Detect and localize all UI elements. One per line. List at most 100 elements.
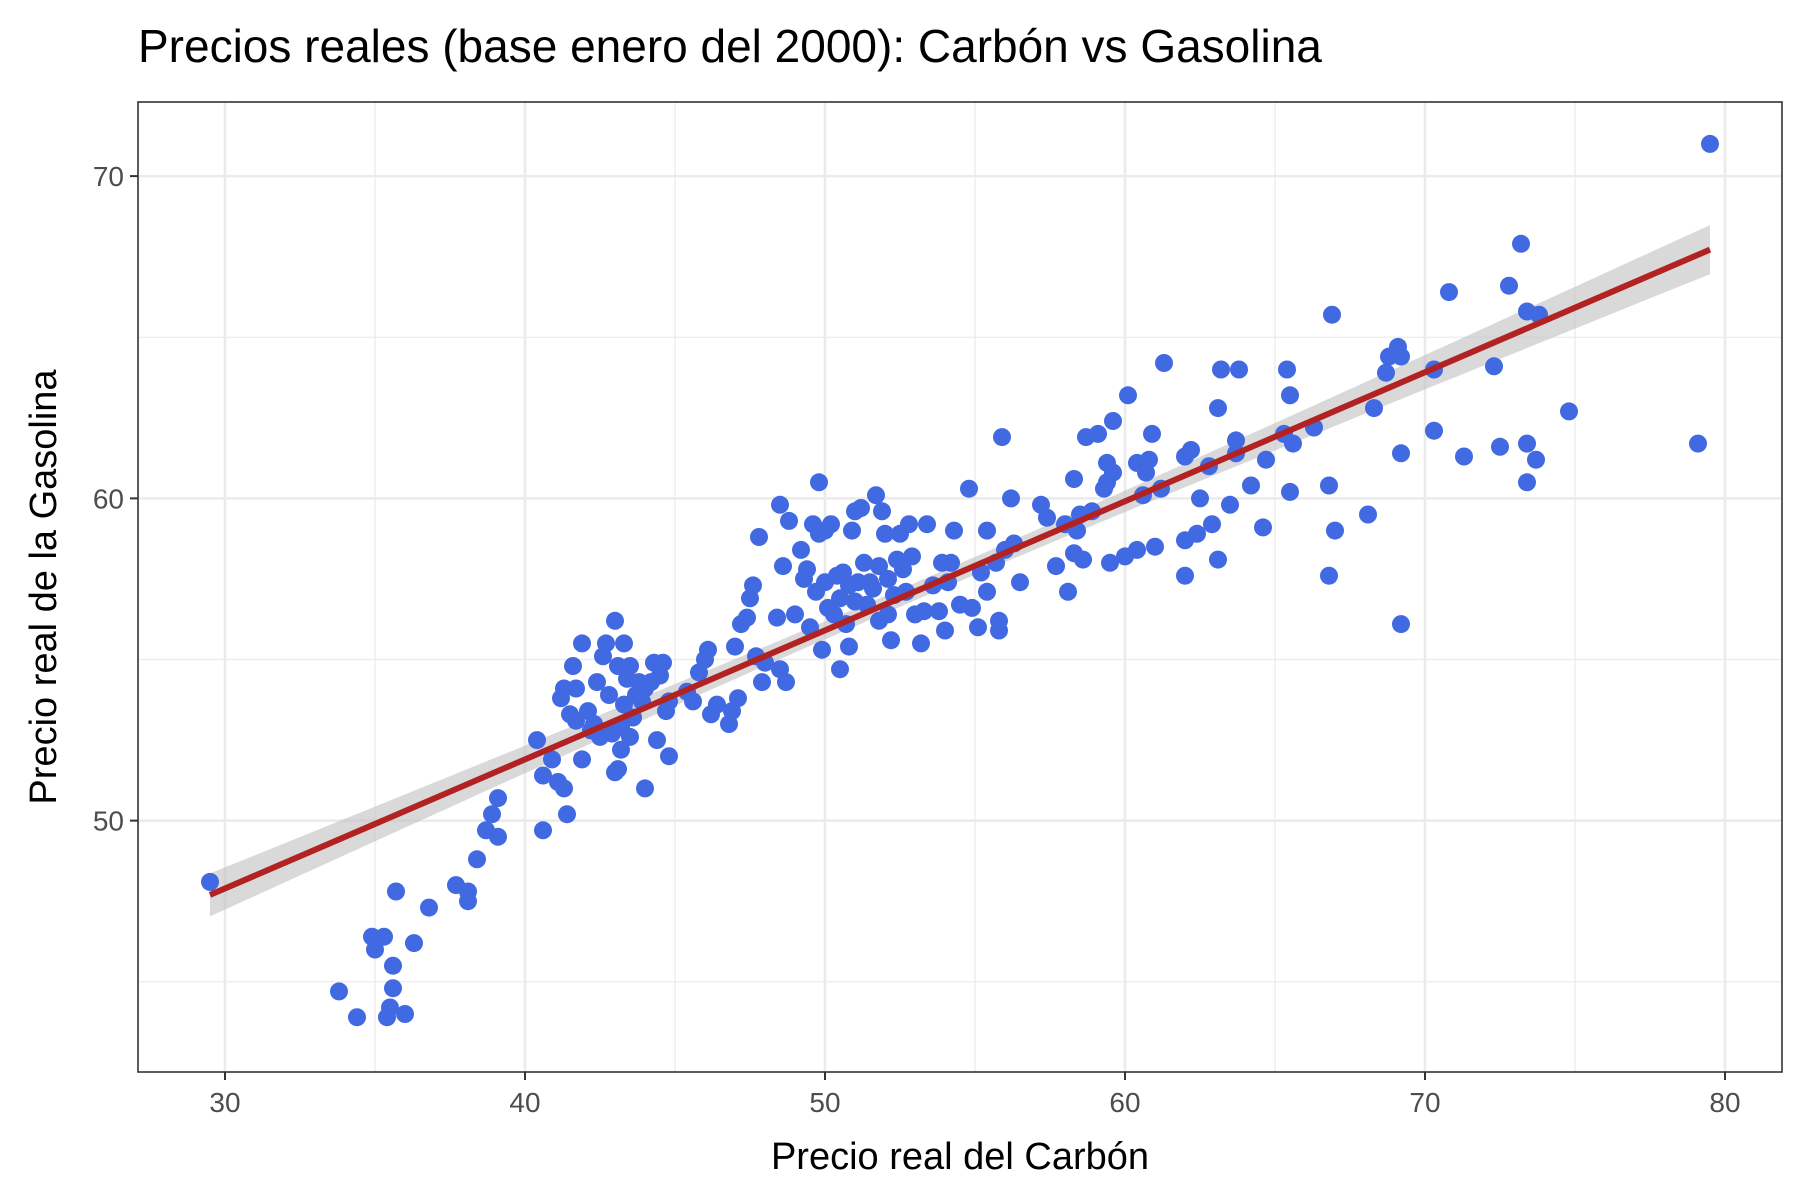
data-point — [366, 940, 384, 959]
data-point — [567, 711, 585, 730]
data-point — [1500, 276, 1518, 295]
data-point — [792, 540, 810, 559]
data-point — [384, 956, 402, 975]
data-point — [1059, 582, 1077, 601]
data-point — [1242, 476, 1260, 495]
data-point — [864, 579, 882, 598]
data-point — [564, 657, 582, 675]
data-point — [1527, 450, 1545, 469]
data-point — [798, 560, 816, 579]
data-point — [753, 673, 771, 692]
data-point — [918, 515, 936, 534]
data-point — [558, 805, 576, 824]
data-point — [978, 521, 996, 540]
data-point — [1119, 386, 1137, 405]
data-point — [528, 731, 546, 750]
data-point — [771, 495, 789, 514]
y-axis-title: Precio real de la Gasolina — [23, 369, 65, 805]
data-point — [1002, 489, 1020, 508]
data-point — [405, 934, 423, 953]
data-point — [960, 479, 978, 498]
data-point — [1359, 505, 1377, 524]
data-point — [489, 789, 507, 808]
data-point — [912, 634, 930, 653]
data-point — [969, 618, 987, 637]
data-point — [1143, 424, 1161, 443]
x-axis-title: Precio real del Carbón — [771, 1136, 1149, 1178]
data-point — [1155, 354, 1173, 372]
data-point — [993, 428, 1011, 447]
data-point — [750, 528, 768, 546]
data-point — [606, 611, 624, 630]
data-point — [1104, 463, 1122, 482]
data-point — [1104, 412, 1122, 430]
data-point — [963, 598, 981, 617]
data-point — [1320, 476, 1338, 495]
data-point — [876, 524, 894, 543]
data-point — [1281, 386, 1299, 405]
data-point — [1140, 450, 1158, 469]
data-point — [1257, 450, 1275, 469]
data-point — [348, 1008, 366, 1027]
data-point — [894, 560, 912, 579]
data-point — [1128, 540, 1146, 559]
data-point — [483, 805, 501, 824]
data-point — [882, 631, 900, 650]
axis-ticks: 30 40 50 60 70 80 50 60 70 — [93, 161, 1741, 1118]
data-point — [597, 634, 615, 653]
data-point — [1440, 283, 1458, 302]
data-point — [1047, 557, 1065, 576]
data-point — [786, 605, 804, 624]
data-point — [870, 557, 888, 576]
x-tick-label: 40 — [509, 1087, 540, 1118]
data-point — [780, 511, 798, 530]
x-tick-label: 70 — [1409, 1087, 1440, 1118]
data-point — [1518, 473, 1536, 492]
data-point — [1209, 550, 1227, 569]
data-point — [879, 605, 897, 624]
data-point — [1221, 495, 1239, 514]
data-point — [1038, 508, 1056, 527]
x-tick-label: 30 — [209, 1087, 240, 1118]
data-point — [699, 640, 717, 659]
panel-border — [137, 101, 1783, 1073]
data-point — [768, 608, 786, 627]
data-point — [1191, 489, 1209, 508]
data-point — [855, 553, 873, 572]
x-tick-label: 50 — [809, 1087, 840, 1118]
data-point — [978, 582, 996, 601]
data-point — [1323, 305, 1341, 324]
data-point — [825, 605, 843, 624]
data-point — [1278, 360, 1296, 379]
data-point — [573, 750, 591, 769]
data-point — [384, 979, 402, 998]
data-point — [831, 589, 849, 608]
data-point — [1146, 537, 1164, 556]
data-point — [612, 740, 630, 759]
data-point — [1392, 347, 1410, 366]
data-point — [774, 557, 792, 576]
data-point — [1176, 566, 1194, 585]
data-point — [942, 553, 960, 572]
data-point — [489, 827, 507, 846]
data-point — [1188, 524, 1206, 543]
data-point — [1089, 424, 1107, 443]
y-tick-label: 50 — [93, 806, 124, 837]
data-point — [903, 547, 921, 566]
y-tick-label: 60 — [93, 483, 124, 514]
x-tick-label: 60 — [1109, 1087, 1140, 1118]
data-point — [930, 602, 948, 621]
data-point — [534, 766, 552, 785]
data-point — [945, 521, 963, 540]
data-point — [879, 569, 897, 588]
data-point — [1011, 573, 1029, 592]
data-point — [1701, 134, 1719, 153]
data-point — [375, 927, 393, 946]
data-point — [1230, 360, 1248, 379]
data-point — [1212, 360, 1230, 379]
data-point — [573, 634, 591, 653]
data-point — [1560, 402, 1578, 421]
data-point — [831, 660, 849, 679]
